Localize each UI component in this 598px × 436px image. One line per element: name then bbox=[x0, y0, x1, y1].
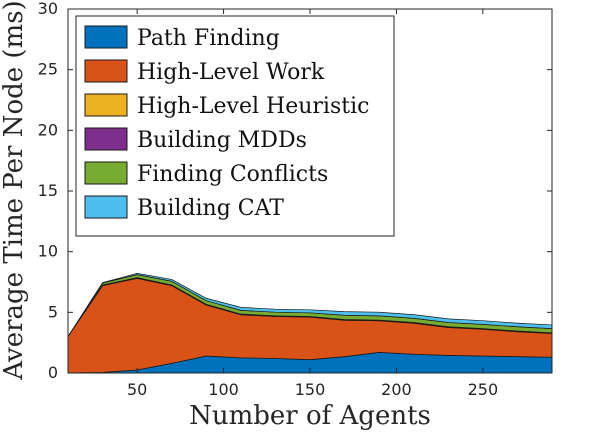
x-tick-label: 150 bbox=[295, 380, 326, 399]
y-tick-label: 15 bbox=[38, 181, 58, 200]
legend: Path Finding High-Level Work High-Level He… bbox=[75, 15, 395, 237]
legend-swatch bbox=[84, 59, 128, 83]
legend-label: High-Level Work bbox=[137, 60, 325, 85]
axes bbox=[67, 8, 553, 374]
legend-swatch bbox=[84, 161, 128, 185]
legend-label: Path Finding bbox=[137, 26, 280, 51]
x-axis-title: Number of Agents bbox=[189, 401, 431, 431]
x-tick-label: 200 bbox=[381, 380, 412, 399]
y-tick-label: 25 bbox=[38, 60, 58, 79]
legend-label: Building MDDs bbox=[137, 128, 307, 153]
y-axis-title: Average Time Per Node (ms) bbox=[0, 0, 29, 380]
x-tick-label: 250 bbox=[468, 380, 499, 399]
y-tick-label: 0 bbox=[48, 363, 58, 382]
x-tick-label: 50 bbox=[127, 380, 147, 399]
legend-label: Building CAT bbox=[137, 196, 284, 221]
legend-swatch bbox=[84, 195, 128, 219]
y-tick-label: 10 bbox=[38, 242, 58, 261]
tick-labels: 50 100 150 200 250 0 5 10 15 20 25 30 bbox=[38, 0, 498, 399]
y-tick-label: 30 bbox=[38, 0, 58, 18]
legend-box bbox=[75, 15, 395, 237]
legend-swatch bbox=[84, 93, 128, 117]
x-tick-label: 100 bbox=[208, 380, 239, 399]
y-tick-label: 20 bbox=[38, 120, 58, 139]
legend-label: Finding Conflicts bbox=[137, 162, 328, 187]
legend-swatch bbox=[84, 127, 128, 151]
legend-label: High-Level Heuristic bbox=[137, 94, 369, 119]
legend-swatch bbox=[84, 25, 128, 49]
y-tick-label: 5 bbox=[48, 302, 58, 321]
